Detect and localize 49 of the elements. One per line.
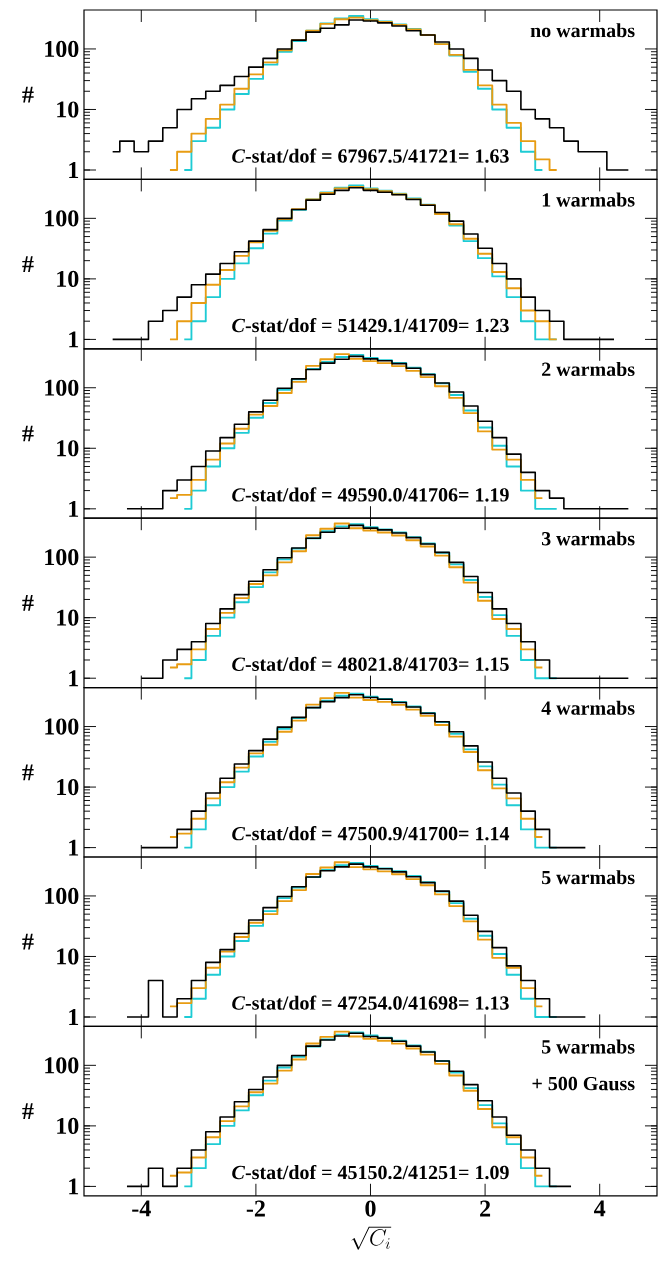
y-tick-label: 10 [57, 440, 79, 457]
y-tick-label: 100 [45, 549, 79, 566]
y-tick-label: 1 [69, 162, 79, 178]
x-tick-label: -4 [132, 1200, 151, 1217]
x-tick-label: 0 [365, 1200, 376, 1217]
y-tick-label: 100 [45, 887, 79, 905]
y-tick-label: 1 [69, 1178, 79, 1195]
y-tick-label: 10 [57, 778, 79, 796]
y-axis-title: # [22, 86, 34, 103]
y-axis-title: # [22, 764, 34, 781]
y-tick-label: 100 [45, 1057, 79, 1074]
x-tick-label: 2 [480, 1200, 491, 1217]
y-tick-label: 1 [69, 670, 79, 687]
y-axis-title: # [22, 595, 34, 611]
annotation: C-stat/dof = 48021.8/41703= 1.15 [232, 656, 509, 672]
y-axis-title: # [22, 425, 34, 442]
x-tick-label: 4 [594, 1200, 606, 1217]
y-tick-label: 10 [57, 270, 79, 287]
annotation: C-stat/dof = 51429.1/41709= 1.23 [232, 317, 509, 333]
y-axis-title: # [22, 1103, 34, 1119]
annotation: C-stat/dof = 49590.0/41706= 1.19 [232, 487, 509, 502]
y-tick-label: 1 [69, 331, 79, 348]
annotation: 5 warmabs [542, 1039, 635, 1054]
y-tick-label: 1 [69, 500, 79, 517]
x-axis-title: $\sqrt{C_i}$ [351, 1226, 392, 1250]
y-axis-title: # [22, 256, 34, 272]
annotation: + 500 Gauss [532, 1076, 635, 1091]
y-tick-label: 100 [45, 40, 79, 58]
y-tick-label: 100 [45, 210, 79, 227]
y-tick-label: 1 [69, 1009, 79, 1025]
annotation: C-stat/dof = 45150.2/41251= 1.09 [232, 1164, 509, 1180]
y-tick-label: 10 [57, 1117, 79, 1134]
annotation: 5 warmabs [542, 870, 635, 885]
annotation: 1 warmabs [542, 192, 635, 207]
annotation: 3 warmabs [541, 531, 635, 546]
y-tick-label: 10 [57, 609, 79, 626]
y-tick-label: 10 [57, 948, 79, 965]
annotation: C-stat/dof = 47500.9/41700= 1.14 [232, 826, 510, 841]
y-tick-label: 100 [45, 718, 79, 735]
annotation: no warmabs [530, 23, 635, 38]
x-tick-label: -2 [246, 1200, 265, 1217]
y-axis-title: # [22, 933, 34, 950]
y-tick-label: 100 [45, 379, 79, 396]
annotation: C-stat/dof = 67967.5/41721= 1.63 [232, 148, 509, 163]
y-tick-label: 10 [57, 101, 79, 118]
annotation: 4 warmabs [541, 700, 635, 715]
y-tick-label: 1 [69, 839, 79, 856]
annotation: 2 warmabs [542, 361, 635, 377]
annotation: C-stat/dof = 47254.0/41698= 1.13 [232, 995, 509, 1010]
